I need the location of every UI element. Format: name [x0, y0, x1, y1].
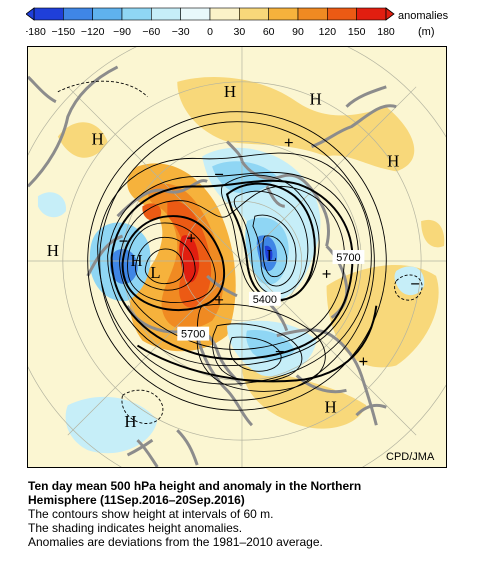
colorbar-label: anomalies: [398, 10, 449, 22]
colorbar-tick-labels: −180 −150 −120 −90 −60 −30 0 30 60 90 120 150 180: [26, 26, 395, 38]
high-marker-3: H: [92, 130, 104, 149]
contour-label-5700-south: 5700: [181, 329, 205, 341]
colorbar-swatch: [92, 7, 123, 21]
colorbar-right-arrow: [385, 7, 395, 21]
colorbar-swatch: [356, 7, 387, 21]
colorbar-tick-label: 60: [263, 26, 275, 38]
high-marker-5: H: [47, 241, 59, 260]
colorbar-tick-label: 180: [377, 26, 395, 38]
low-marker-1: L: [150, 263, 160, 282]
low-marker-2: L: [267, 246, 277, 265]
colorbar-unit: (m): [418, 26, 435, 38]
colorbar-swatch: [151, 7, 181, 21]
colorbar-swatch: [180, 7, 211, 21]
colorbar-swatch: [268, 7, 299, 21]
colorbar-tick-label: −180: [26, 26, 46, 38]
high-marker-6: H: [130, 251, 142, 270]
colorbar-swatch: [327, 7, 357, 21]
caption-title-line-2: Hemisphere (11Sep.2016–20Sep.2016): [28, 493, 245, 507]
anomaly-colorbar: −180 −150 −120 −90 −60 −30 0 30 60 90 120 150 180: [26, 7, 395, 38]
high-marker-1: H: [224, 82, 236, 101]
colorbar-swatch: [239, 7, 269, 21]
colorbar-swatch: [121, 7, 152, 21]
colorbar-tick-label: −90: [113, 26, 131, 38]
colorbar-left-arrow: [26, 7, 35, 21]
high-marker-4: H: [387, 151, 399, 170]
figure-caption: Ten day mean 500 hPa height and anomaly …: [28, 479, 468, 549]
colorbar-tick-label: 90: [292, 26, 304, 38]
contour-labels: 5700 5400 5700: [177, 250, 365, 341]
caption-line-1: The contours show height at intervals of…: [28, 507, 274, 521]
credit-label: CPD/JMA: [386, 451, 435, 463]
colorbar-swatch: [209, 7, 240, 21]
negative-anomaly-shading: [37, 147, 425, 454]
colorbar-tick-label: 120: [319, 26, 337, 38]
polar-stereographic-map: 5700 5400 5700 H H H H H H H H L L: [27, 46, 447, 468]
colorbar-swatch: [63, 7, 93, 21]
contour-label-5400: 5400: [253, 294, 277, 306]
high-marker-8: H: [124, 412, 136, 431]
colorbar-tick-label: 30: [233, 26, 245, 38]
caption-title-line-1: Ten day mean 500 hPa height and anomaly …: [28, 479, 362, 493]
colorbar-tick-label: −120: [81, 26, 105, 38]
pressure-centers: H H H H H H H H L L: [47, 82, 400, 431]
colorbar-swatch: [33, 7, 64, 21]
high-marker-2: H: [310, 90, 322, 109]
colorbar-tick-label: −60: [142, 26, 160, 38]
high-marker-7: H: [324, 397, 336, 416]
contour-label-5700-east: 5700: [336, 252, 360, 264]
colorbar-tick-label: 150: [348, 26, 366, 38]
colorbar-tick-label: −30: [172, 26, 190, 38]
caption-line-2: The shading indicates height anomalies.: [28, 521, 243, 535]
colorbar-swatch: [297, 7, 328, 21]
colorbar-tick-label: 0: [207, 26, 213, 38]
colorbar-tick-label: −150: [52, 26, 76, 38]
colorbar-swatches: [33, 7, 387, 21]
caption-line-3: Anomalies are deviations from the 1981–2…: [28, 535, 323, 549]
center-markers: [119, 138, 420, 366]
